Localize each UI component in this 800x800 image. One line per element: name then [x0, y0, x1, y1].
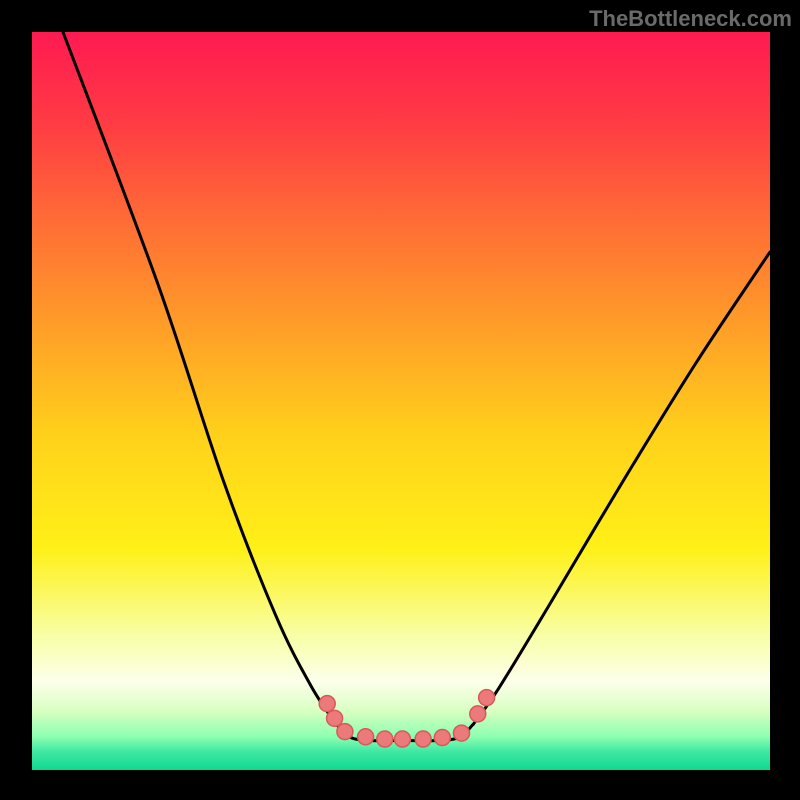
- valley-marker: [319, 696, 335, 712]
- valley-marker: [454, 725, 470, 741]
- chart-background: [32, 32, 770, 770]
- valley-marker: [358, 729, 374, 745]
- valley-marker: [337, 724, 353, 740]
- valley-marker: [377, 731, 393, 747]
- valley-marker: [479, 690, 495, 706]
- valley-marker: [470, 706, 486, 722]
- valley-marker: [327, 710, 343, 726]
- valley-marker: [394, 731, 410, 747]
- figure-container: TheBottleneck.com: [0, 0, 800, 800]
- watermark: TheBottleneck.com: [589, 6, 792, 32]
- bottleneck-chart: [32, 32, 770, 770]
- valley-marker: [434, 730, 450, 746]
- valley-marker: [415, 731, 431, 747]
